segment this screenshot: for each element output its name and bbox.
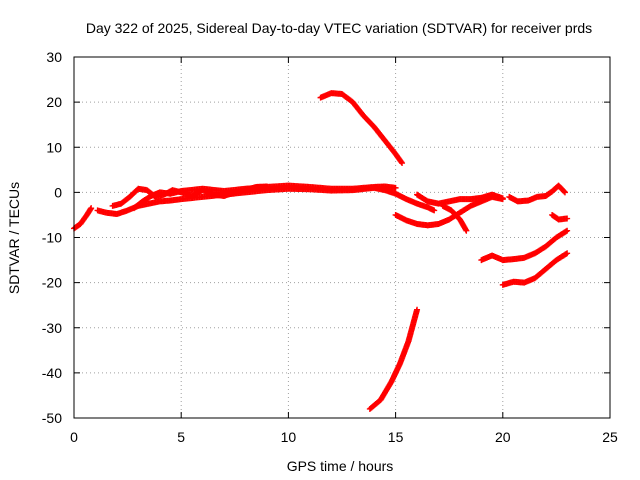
y-tick-label: 20: [46, 94, 62, 110]
chart-title: Day 322 of 2025, Sidereal Day-to-day VTE…: [86, 20, 592, 36]
series-arc-f: [392, 193, 506, 229]
x-axis-title: GPS time / hours: [287, 458, 394, 474]
grid-lines: [74, 57, 610, 418]
series-arc-e: [317, 90, 406, 167]
x-tick-label: 0: [70, 429, 78, 445]
y-tick-label: -30: [42, 320, 62, 336]
series-arc-d: [131, 182, 399, 212]
axis-ticks: 0 5 10 15 20 25 -50 -40 -30 -20 -10 0 10 20 30: [42, 49, 618, 445]
data-point: [499, 195, 506, 202]
data-point: [88, 205, 95, 212]
series-arc-i: [478, 227, 571, 264]
data-point: [399, 160, 406, 167]
data-point: [431, 207, 438, 214]
y-tick-label: 10: [46, 139, 62, 155]
x-tick-label: 5: [177, 429, 185, 445]
y-tick-label: -10: [42, 230, 62, 246]
y-tick-label: 0: [54, 184, 62, 200]
data-point: [414, 306, 421, 313]
series-arc-j: [499, 250, 571, 288]
x-tick-label: 10: [281, 429, 297, 445]
y-tick-label: -20: [42, 275, 62, 291]
x-tick-label: 15: [388, 429, 404, 445]
x-tick-label: 20: [495, 429, 511, 445]
y-tick-label: 30: [46, 49, 62, 65]
data-point: [463, 227, 470, 234]
series-arc-l: [549, 211, 571, 223]
data-point: [561, 189, 568, 196]
series-arc-h: [439, 202, 470, 234]
x-tick-label: 25: [602, 429, 618, 445]
data-point: [392, 184, 399, 191]
series-arc-k: [506, 182, 568, 205]
y-tick-label: -50: [42, 410, 62, 426]
data-point: [564, 227, 571, 234]
y-axis-title: SDTVAR / TECUs: [6, 182, 22, 294]
series-arc-m: [366, 306, 421, 412]
y-tick-label: -40: [42, 365, 62, 381]
series-arc-g: [414, 191, 506, 207]
data-point: [398, 159, 405, 166]
data-point: [561, 188, 568, 195]
data-point: [564, 215, 571, 222]
data-points: [71, 90, 571, 412]
data-point: [564, 250, 571, 257]
plot-frame: [73, 56, 611, 419]
